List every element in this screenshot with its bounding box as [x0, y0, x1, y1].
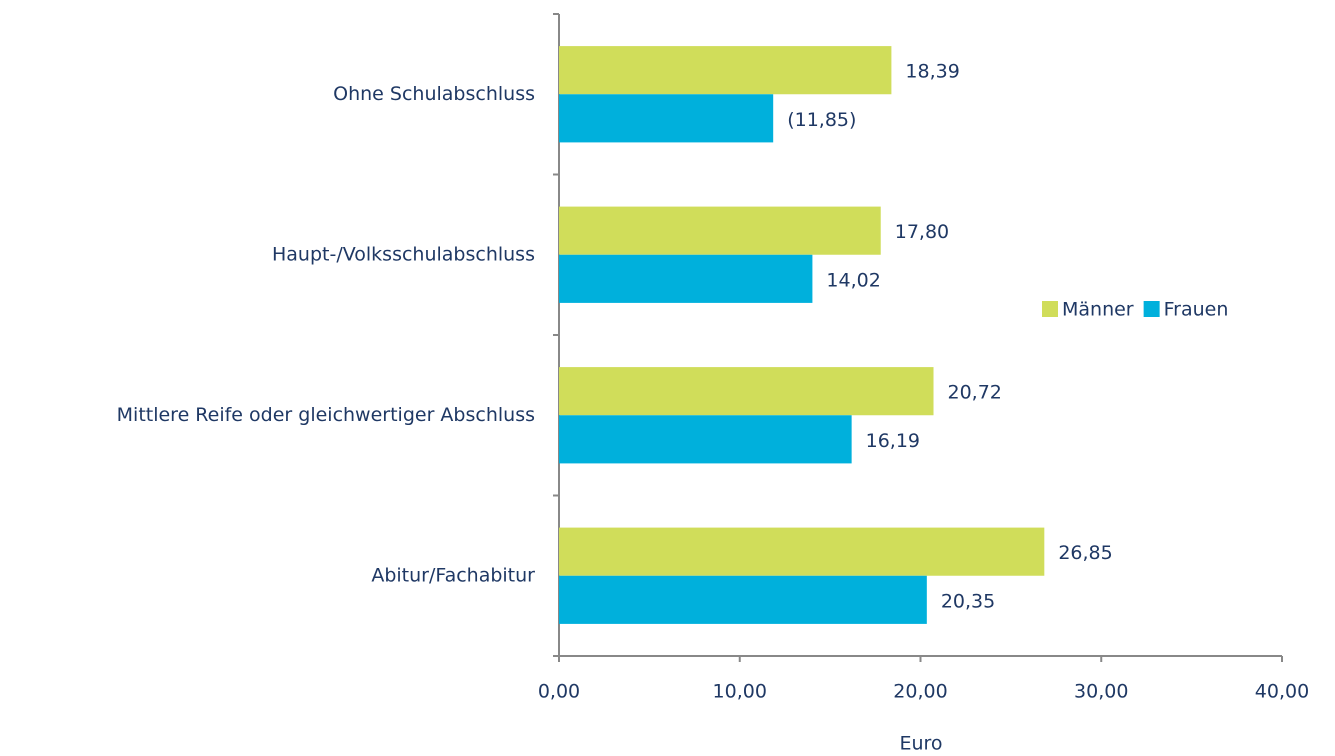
value-label: 26,85 — [1058, 542, 1112, 564]
bar — [559, 527, 1045, 576]
value-label: 17,80 — [895, 221, 949, 243]
value-label: 20,72 — [948, 382, 1002, 404]
value-label: (11,85) — [787, 109, 856, 131]
legend-label: Frauen — [1164, 299, 1229, 321]
bar — [559, 254, 813, 303]
legend-label: Männer — [1062, 299, 1134, 321]
legend-swatch — [1143, 301, 1160, 317]
y-tick-label: Abitur/Fachabitur — [371, 564, 535, 586]
bar — [559, 94, 774, 143]
y-tick-label: Mittlere Reife oder gleichwertiger Absch… — [117, 404, 535, 426]
y-tick-label: Haupt-/Volksschulabschluss — [272, 243, 535, 265]
bar — [559, 575, 927, 624]
x-tick-label: 20,00 — [893, 681, 947, 703]
x-tick-label: 40,00 — [1255, 681, 1309, 703]
value-label: 20,35 — [941, 590, 995, 612]
x-tick-label: 30,00 — [1074, 681, 1128, 703]
value-label: 16,19 — [866, 430, 920, 452]
bar — [559, 206, 881, 255]
x-tick-label: 10,00 — [713, 681, 767, 703]
x-tick-label: 0,00 — [538, 681, 580, 703]
bar — [559, 415, 852, 464]
value-label: 14,02 — [826, 269, 880, 291]
bar — [559, 46, 892, 95]
legend-swatch — [1042, 301, 1058, 317]
value-label: 18,39 — [905, 61, 959, 83]
x-axis-label: Euro — [899, 733, 942, 755]
y-tick-label: Ohne Schulabschluss — [333, 83, 535, 105]
bar — [559, 367, 934, 416]
